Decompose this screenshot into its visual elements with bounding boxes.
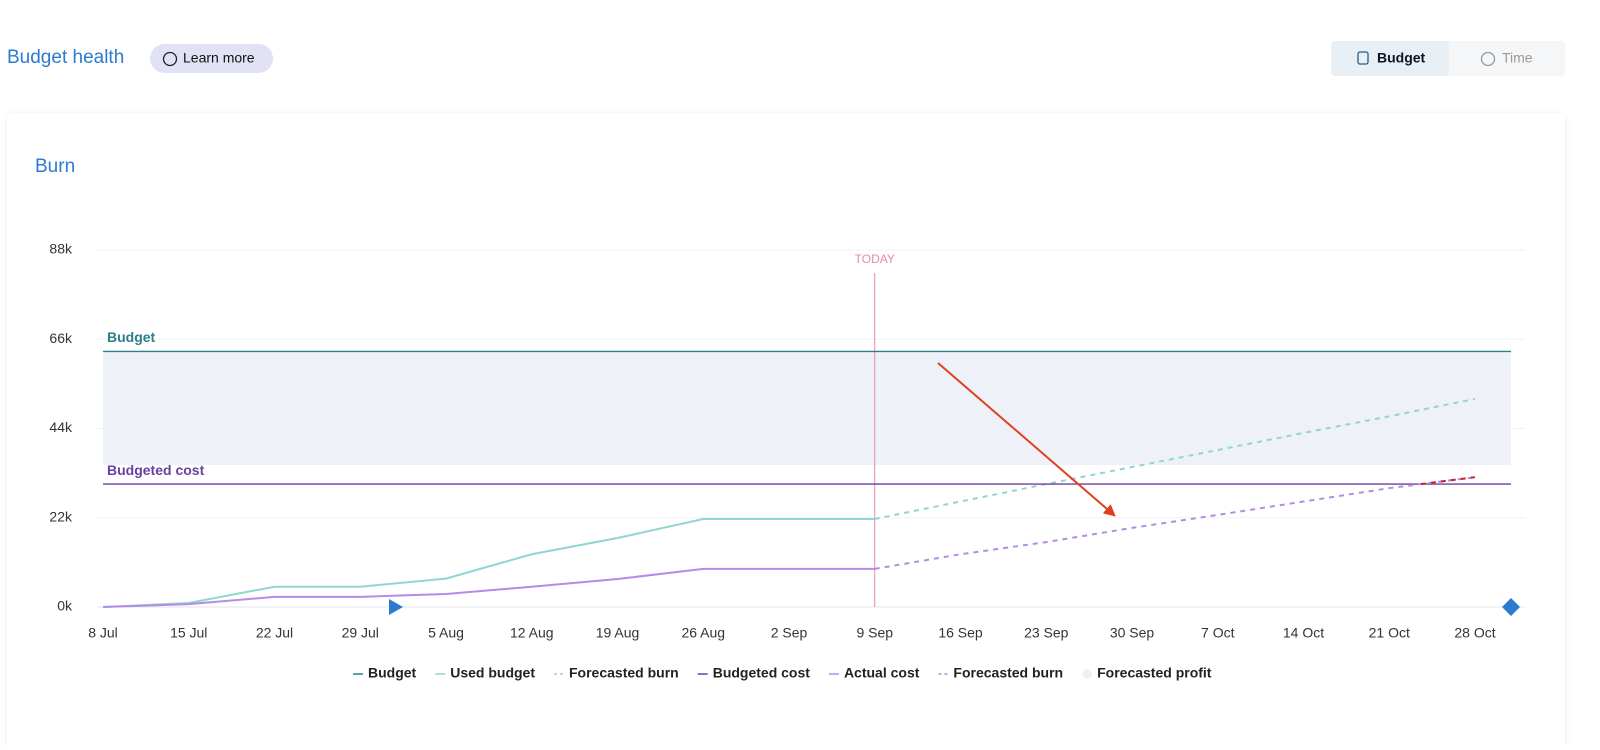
- legend-label: Forecasted profit: [1097, 665, 1212, 681]
- y-tick-label: 0k: [57, 598, 73, 614]
- legend-swatch: [1082, 669, 1093, 679]
- today-label: TODAY: [855, 252, 895, 266]
- reference-label: Budget: [107, 329, 156, 345]
- x-tick-label: 16 Sep: [938, 625, 983, 641]
- plot: 0k 22k 44k 66k 88k 8 Jul 15 Jul 22 Jul 29 Jul 5 A…: [49, 241, 1525, 681]
- x-tick-label: 7 Oct: [1201, 625, 1235, 641]
- y-tick-label: 22k: [49, 508, 73, 524]
- toggle-option[interactable]: Time: [1502, 50, 1533, 66]
- legend-label: Forecasted burn: [953, 665, 1063, 681]
- x-tick-label: 12 Aug: [510, 625, 554, 641]
- button-label[interactable]: Learn more: [183, 50, 255, 66]
- x-tick-label: 28 Oct: [1454, 625, 1495, 641]
- reference-label: Budgeted cost: [107, 462, 205, 478]
- toggle-option[interactable]: Budget: [1377, 50, 1426, 66]
- x-tick-label: 22 Jul: [256, 625, 293, 641]
- x-tick-label: 19 Aug: [596, 625, 640, 641]
- y-tick-label: 44k: [49, 419, 73, 435]
- toggle-active: [1331, 41, 1449, 76]
- forecast-line: [874, 476, 1476, 570]
- end-marker: [1502, 598, 1520, 616]
- start-marker: [389, 599, 403, 615]
- x-tick-label: 9 Sep: [856, 625, 893, 641]
- budget-icon: [1357, 51, 1369, 65]
- series-line: [102, 567, 875, 608]
- card-title: Burn: [35, 156, 75, 177]
- x-tick-label: 26 Aug: [681, 625, 725, 641]
- x-tick-label: 15 Jul: [170, 625, 207, 641]
- legend-label: Forecasted burn: [569, 665, 679, 681]
- x-tick-label: 2 Sep: [771, 625, 808, 641]
- learn-more-button[interactable]: Learn more: [150, 44, 273, 73]
- x-tick-label: 5 Aug: [428, 625, 464, 641]
- info-icon: [162, 51, 178, 67]
- forecast-line: [874, 397, 1476, 520]
- x-tick-label: 29 Jul: [342, 625, 379, 641]
- time-icon: [1480, 51, 1496, 67]
- x-tick-label: 30 Sep: [1110, 625, 1155, 641]
- button-bg: [150, 44, 273, 73]
- legend-label: Used budget: [450, 665, 535, 681]
- legend-label: Budgeted cost: [713, 665, 811, 681]
- x-tick-label: 14 Oct: [1283, 625, 1324, 641]
- x-tick-label: 8 Jul: [88, 625, 118, 641]
- annotation-arrow: [937, 362, 1116, 517]
- profit-band: [103, 351, 1511, 466]
- page-title: Budget health: [7, 47, 124, 68]
- x-tick-label: 23 Sep: [1024, 625, 1069, 641]
- legend-label: Actual cost: [844, 665, 920, 681]
- y-tick-label: 88k: [49, 241, 73, 257]
- y-tick-label: 66k: [49, 330, 73, 346]
- series-line: [102, 517, 875, 608]
- legend-label: Budget: [368, 665, 417, 681]
- x-tick-label: 21 Oct: [1369, 625, 1410, 641]
- toggle: Budget Time: [1331, 41, 1565, 76]
